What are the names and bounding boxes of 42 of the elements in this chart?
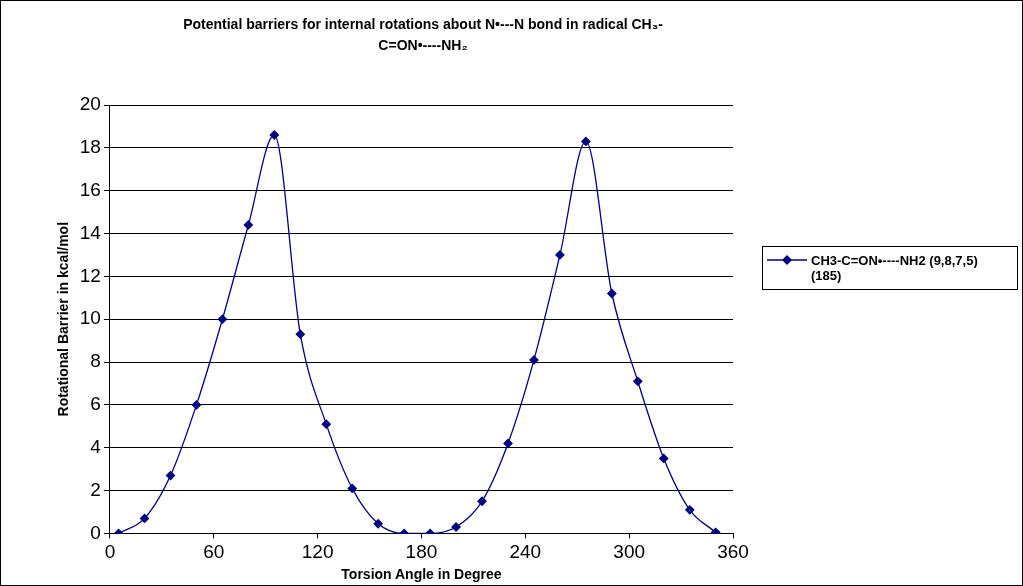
x-axis-title: Torsion Angle in Degree [341,566,502,583]
point [659,453,669,464]
y-tick-label: 0 [90,521,101,543]
point [243,220,254,230]
point [347,483,357,494]
point [451,522,461,532]
chart-title: Potential barriers for internal rotations about N•---N bond in radical CH₃-C=ON•----NH₂ [182,15,664,55]
x-tick-label: 120 [301,541,334,563]
y-tick-label: 20 [79,93,101,115]
point [555,250,565,260]
x-tick-label: 60 [203,541,225,563]
x-tick-label: 180 [405,541,438,563]
y-tick-label: 18 [79,136,101,158]
y-axis-title: Rotational Barrier in kcal/mol [55,221,72,417]
point [295,329,305,339]
y-tick-label: 12 [79,264,101,286]
point [529,355,539,365]
point [685,505,695,515]
point [373,519,383,529]
y-tick-label: 6 [90,393,101,415]
point [607,288,617,299]
x-tick-label: 240 [509,541,542,563]
x-tick-label: 300 [613,541,646,563]
point [139,513,150,524]
point [633,376,643,386]
x-tick-label: 0 [104,541,116,563]
point [191,400,202,410]
point [477,496,487,506]
y-tick-label: 10 [79,307,101,329]
y-tick-label: 16 [79,178,101,200]
y-tick-label: 4 [90,435,102,457]
point [581,136,591,147]
x-tick-label: 360 [717,541,749,563]
y-tick-label: 14 [79,221,102,243]
point [321,419,331,429]
point [503,438,513,449]
point [711,527,721,534]
point [269,130,279,140]
legend-label: CH3-C=ON•----NH2 (9,8,7,5)(185) [811,253,979,283]
y-tick-label: 2 [90,478,101,500]
y-tick-label: 8 [90,350,101,372]
point [217,314,228,324]
